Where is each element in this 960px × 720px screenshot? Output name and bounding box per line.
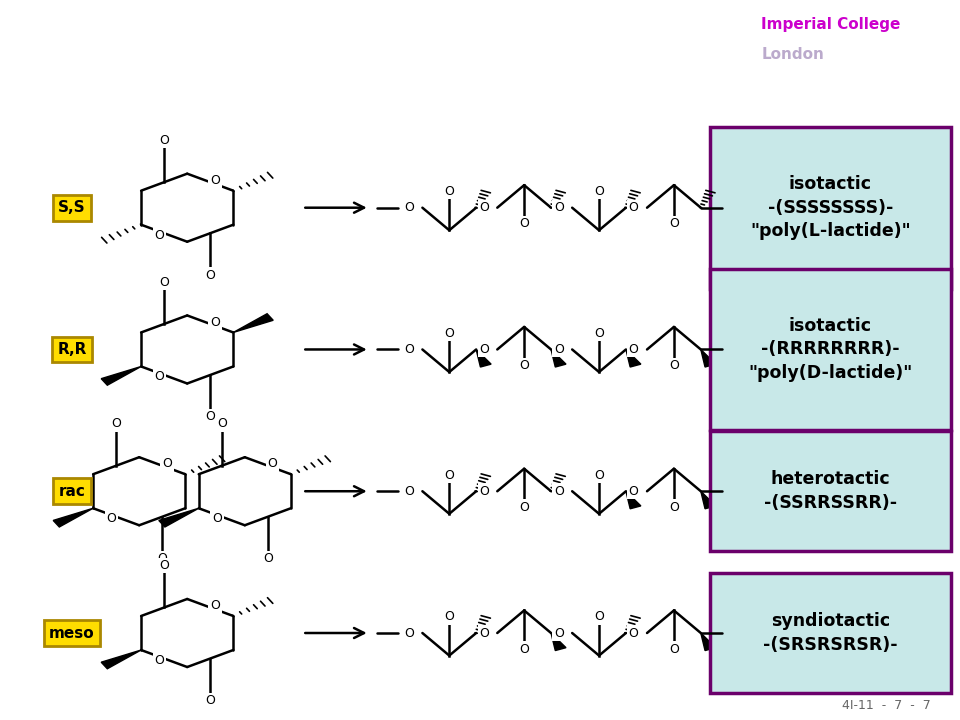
FancyBboxPatch shape [710, 573, 950, 693]
Text: O: O [519, 501, 529, 514]
Text: heterotactic
-(SSRRSSRR)-: heterotactic -(SSRRSSRR)- [764, 470, 897, 512]
Text: O: O [629, 343, 638, 356]
Text: O: O [217, 418, 227, 431]
Text: O: O [107, 512, 116, 525]
Text: O: O [594, 327, 604, 340]
Text: O: O [669, 359, 679, 372]
Text: O: O [205, 269, 215, 282]
Text: Imperial College: Imperial College [761, 17, 900, 32]
Text: O: O [162, 457, 172, 470]
Text: O: O [594, 469, 604, 482]
Text: O: O [159, 276, 169, 289]
Text: R,R: R,R [58, 342, 86, 357]
FancyBboxPatch shape [710, 269, 950, 431]
Text: O: O [155, 229, 164, 242]
Text: O: O [157, 552, 167, 565]
Text: O: O [210, 315, 220, 328]
Text: syndiotactic
-(SRSRSRSR)-: syndiotactic -(SRSRSRSR)- [763, 612, 898, 654]
Text: O: O [554, 201, 564, 215]
Text: O: O [629, 626, 638, 639]
Text: isotactic
-(RRRRRRRR)-
"poly(D-lactide)": isotactic -(RRRRRRRR)- "poly(D-lactide)" [748, 317, 913, 382]
Text: O: O [554, 343, 564, 356]
Text: O: O [554, 485, 564, 498]
Polygon shape [551, 349, 566, 367]
Text: London: London [761, 47, 824, 62]
Text: O: O [404, 343, 414, 356]
Text: O: O [268, 457, 277, 470]
Text: O: O [444, 327, 454, 340]
Text: O: O [629, 485, 638, 498]
Polygon shape [551, 633, 566, 651]
Text: O: O [111, 418, 121, 431]
Text: O: O [205, 694, 215, 707]
Polygon shape [701, 349, 716, 367]
Text: O: O [554, 626, 564, 639]
Text: 4I-11  -  7  -  7: 4I-11 - 7 - 7 [843, 699, 931, 712]
Text: O: O [404, 485, 414, 498]
Polygon shape [626, 491, 641, 509]
Text: isotactic
-(SSSSSSSS)-
"poly(L-lactide)": isotactic -(SSSSSSSS)- "poly(L-lactide)" [750, 175, 911, 240]
Polygon shape [701, 491, 716, 509]
Text: O: O [479, 626, 489, 639]
Text: S,S: S,S [59, 200, 85, 215]
Polygon shape [701, 633, 716, 651]
Polygon shape [233, 314, 274, 333]
Text: rac: rac [59, 484, 85, 499]
Text: O: O [669, 217, 679, 230]
Polygon shape [101, 366, 141, 385]
Text: O: O [594, 611, 604, 624]
Polygon shape [158, 508, 199, 527]
Text: O: O [479, 485, 489, 498]
Text: O: O [479, 343, 489, 356]
Text: O: O [519, 359, 529, 372]
Text: O: O [444, 611, 454, 624]
Polygon shape [476, 349, 492, 367]
Text: O: O [263, 552, 273, 565]
Text: PLA -  stereoregular microstructures (tacticities): PLA - stereoregular microstructures (tac… [16, 30, 666, 53]
Text: O: O [210, 174, 220, 186]
Polygon shape [626, 349, 641, 367]
Text: O: O [629, 201, 638, 215]
Text: meso: meso [49, 626, 95, 641]
Text: O: O [444, 185, 454, 198]
Polygon shape [101, 650, 141, 669]
Polygon shape [53, 508, 93, 527]
Text: O: O [155, 654, 164, 667]
Text: O: O [594, 185, 604, 198]
FancyBboxPatch shape [710, 431, 950, 552]
FancyBboxPatch shape [710, 127, 950, 289]
Text: O: O [205, 410, 215, 423]
Text: O: O [669, 643, 679, 656]
Text: O: O [519, 217, 529, 230]
Text: O: O [519, 643, 529, 656]
Text: O: O [404, 201, 414, 215]
Text: O: O [404, 626, 414, 639]
Text: O: O [155, 370, 164, 384]
Text: O: O [444, 469, 454, 482]
Text: O: O [212, 512, 222, 525]
Text: O: O [210, 599, 220, 612]
Text: O: O [669, 501, 679, 514]
Text: O: O [479, 201, 489, 215]
Text: O: O [159, 134, 169, 147]
Text: O: O [159, 559, 169, 572]
